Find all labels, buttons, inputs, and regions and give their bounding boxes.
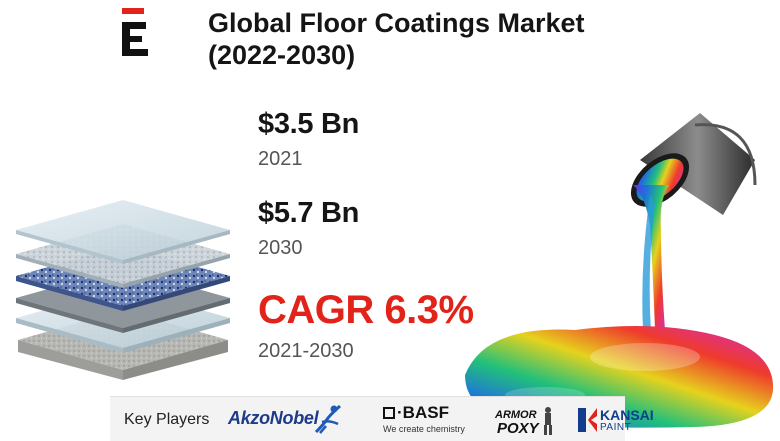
brand-logo — [122, 8, 148, 56]
cagr-period-label: 2021-2030 — [258, 340, 354, 362]
key-players-bar — [110, 396, 625, 441]
basf-logo: ·BASF — [383, 403, 449, 423]
floor-layers-illustration — [16, 200, 230, 380]
page-title: Global Floor Coatings Market (2022-2030) — [208, 7, 585, 71]
basf-logo-text: BASF — [402, 403, 449, 422]
armorpoxy-knight-icon — [544, 407, 552, 435]
title-line-1: Global Floor Coatings Market — [208, 8, 585, 38]
key-players-label: Key Players — [124, 411, 210, 428]
year-2030-label: 2030 — [258, 237, 303, 259]
market-value-2030: $5.7 Bn — [258, 197, 360, 229]
year-2021-label: 2021 — [258, 148, 303, 170]
akzonobel-logo-text: AkzoNobel — [228, 408, 319, 428]
basf-tagline: We create chemistry — [383, 424, 465, 434]
market-value-2021: $3.5 Bn — [258, 108, 360, 140]
kansai-paint-icon — [578, 408, 597, 432]
akzonobel-figure-icon — [314, 404, 341, 434]
basf-dash-icon: · — [397, 403, 403, 422]
kansai-paint-text: PAINT — [600, 422, 632, 433]
paint-pour-illustration — [465, 113, 774, 428]
armorpoxy-line-1: ARMOR — [494, 409, 537, 421]
kansai-logo-text: KANSAI — [600, 407, 654, 423]
basf-square-icon — [383, 407, 395, 419]
cagr-value: CAGR 6.3% — [258, 288, 474, 332]
armorpoxy-line-2: POXY — [497, 420, 541, 437]
title-line-2: (2022-2030) — [208, 40, 356, 70]
armorpoxy-logo: ARMOR POXY — [494, 407, 552, 437]
